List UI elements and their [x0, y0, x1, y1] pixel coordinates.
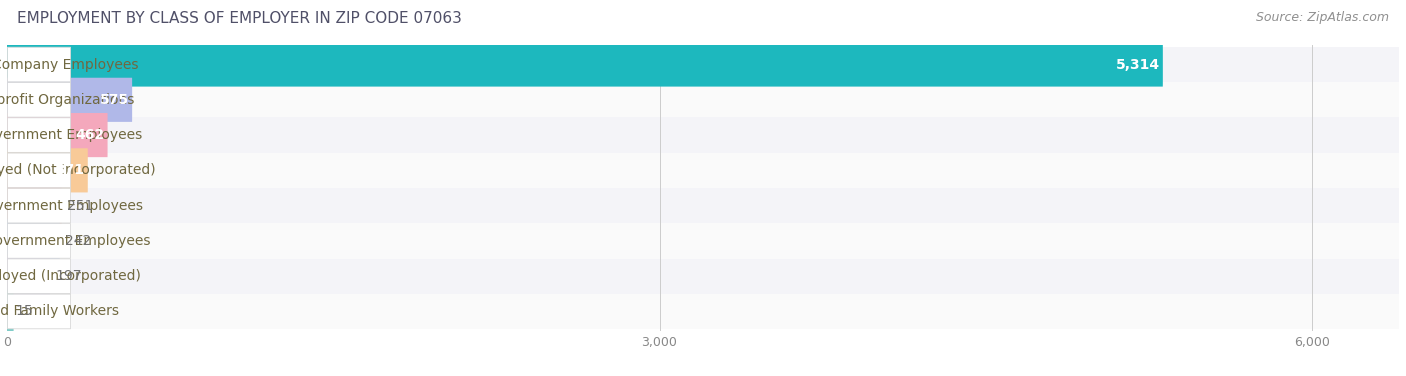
FancyBboxPatch shape [7, 259, 1399, 294]
Text: Not-for-profit Organizations: Not-for-profit Organizations [0, 93, 134, 107]
Text: Self-Employed (Incorporated): Self-Employed (Incorporated) [0, 269, 141, 283]
FancyBboxPatch shape [7, 153, 70, 188]
Text: 197: 197 [55, 269, 82, 283]
Text: Federal Government Employees: Federal Government Employees [0, 234, 150, 248]
FancyBboxPatch shape [7, 183, 62, 228]
Text: State Government Employees: State Government Employees [0, 199, 143, 213]
FancyBboxPatch shape [7, 223, 1399, 259]
FancyBboxPatch shape [7, 82, 1399, 117]
FancyBboxPatch shape [7, 188, 70, 223]
Text: 371: 371 [55, 163, 84, 177]
FancyBboxPatch shape [7, 259, 70, 294]
Text: 242: 242 [65, 234, 91, 248]
FancyBboxPatch shape [7, 188, 1399, 223]
FancyBboxPatch shape [7, 47, 70, 82]
Text: Private Company Employees: Private Company Employees [0, 58, 139, 71]
FancyBboxPatch shape [7, 82, 70, 117]
Text: Local Government Employees: Local Government Employees [0, 128, 142, 142]
FancyBboxPatch shape [7, 47, 1399, 82]
FancyBboxPatch shape [7, 290, 14, 334]
Text: 575: 575 [100, 93, 129, 107]
Text: 462: 462 [75, 128, 104, 142]
FancyBboxPatch shape [7, 294, 1399, 329]
FancyBboxPatch shape [7, 294, 70, 329]
FancyBboxPatch shape [7, 148, 87, 193]
FancyBboxPatch shape [7, 224, 70, 258]
Text: 15: 15 [15, 305, 34, 318]
Text: EMPLOYMENT BY CLASS OF EMPLOYER IN ZIP CODE 07063: EMPLOYMENT BY CLASS OF EMPLOYER IN ZIP C… [17, 11, 461, 26]
Text: Source: ZipAtlas.com: Source: ZipAtlas.com [1256, 11, 1389, 24]
FancyBboxPatch shape [7, 118, 70, 152]
FancyBboxPatch shape [7, 153, 1399, 188]
FancyBboxPatch shape [7, 219, 59, 263]
FancyBboxPatch shape [7, 42, 1163, 86]
Text: Self-Employed (Not Incorporated): Self-Employed (Not Incorporated) [0, 163, 155, 177]
Text: 5,314: 5,314 [1115, 58, 1160, 71]
FancyBboxPatch shape [7, 78, 132, 122]
FancyBboxPatch shape [7, 117, 1399, 153]
Text: Unpaid Family Workers: Unpaid Family Workers [0, 305, 118, 318]
FancyBboxPatch shape [7, 113, 108, 157]
Text: 251: 251 [67, 199, 93, 213]
FancyBboxPatch shape [7, 254, 51, 298]
